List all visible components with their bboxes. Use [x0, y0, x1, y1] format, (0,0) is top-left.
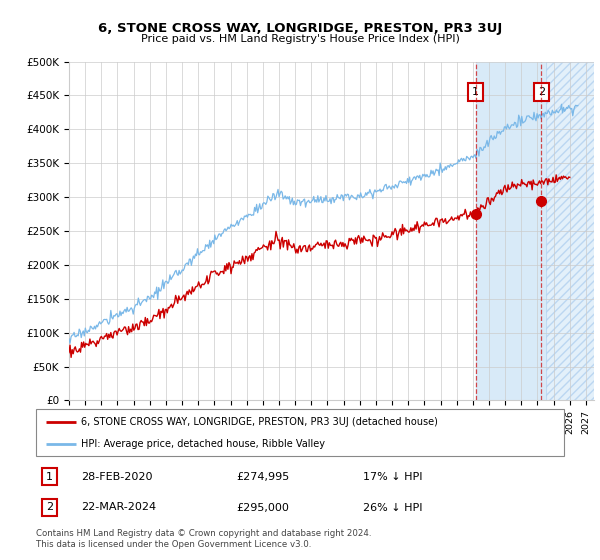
Text: £295,000: £295,000 [236, 502, 290, 512]
Text: Price paid vs. HM Land Registry's House Price Index (HPI): Price paid vs. HM Land Registry's House … [140, 34, 460, 44]
Text: Contains HM Land Registry data © Crown copyright and database right 2024.
This d: Contains HM Land Registry data © Crown c… [36, 529, 371, 549]
Text: 2: 2 [46, 502, 53, 512]
Text: 26% ↓ HPI: 26% ↓ HPI [364, 502, 423, 512]
Bar [476, 62, 545, 400]
Text: 6, STONE CROSS WAY, LONGRIDGE, PRESTON, PR3 3UJ (detached house): 6, STONE CROSS WAY, LONGRIDGE, PRESTON, … [81, 417, 438, 427]
Text: 1: 1 [472, 87, 479, 97]
Text: 2: 2 [538, 87, 545, 97]
FancyBboxPatch shape [36, 409, 564, 456]
Text: HPI: Average price, detached house, Ribble Valley: HPI: Average price, detached house, Ribb… [81, 438, 325, 449]
Text: 1: 1 [46, 472, 53, 482]
Text: 17% ↓ HPI: 17% ↓ HPI [364, 472, 423, 482]
Text: £274,995: £274,995 [236, 472, 290, 482]
Bar [545, 62, 594, 400]
Text: 28-FEB-2020: 28-FEB-2020 [81, 472, 152, 482]
Text: 22-MAR-2024: 22-MAR-2024 [81, 502, 156, 512]
Text: 6, STONE CROSS WAY, LONGRIDGE, PRESTON, PR3 3UJ: 6, STONE CROSS WAY, LONGRIDGE, PRESTON, … [98, 22, 502, 35]
